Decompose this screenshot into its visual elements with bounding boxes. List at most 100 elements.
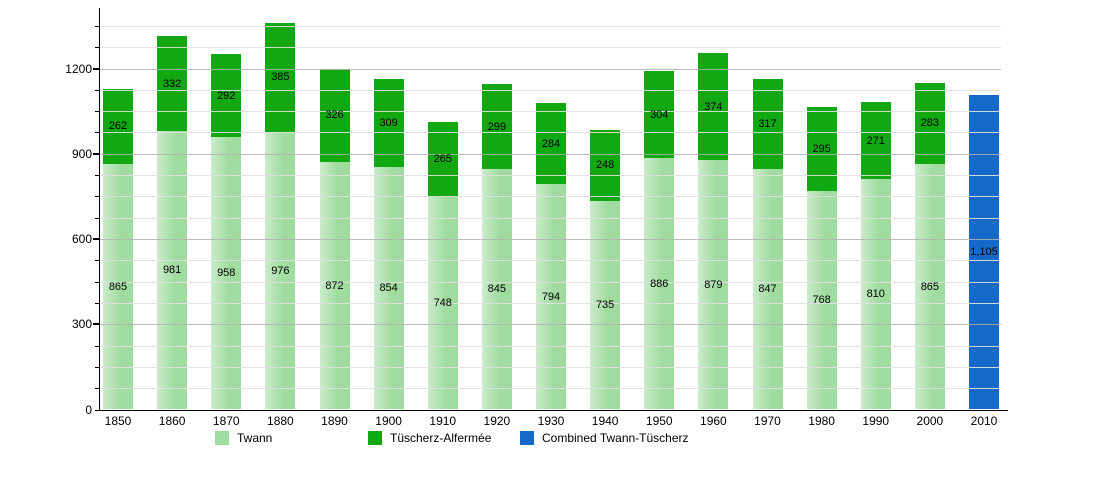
gridline-75 [100, 388, 1001, 390]
y-axis-label-900: 900 [71, 146, 92, 161]
y-tick-675 [94, 217, 99, 219]
gridline-300 [100, 324, 1001, 326]
bar-1880-t-scherz-alferm-e-value-label: 385 [271, 71, 290, 84]
bar-2000-t-scherz-alferm-e [914, 83, 945, 164]
bar-1850-twann-value-label: 865 [108, 280, 128, 293]
x-axis-label-1910: 1910 [429, 414, 457, 428]
bar-2000-t-scherz-alferm-e-value-label: 283 [920, 117, 940, 130]
bar-1960-t-scherz-alferm-e [698, 53, 729, 160]
bar-1960-twann-value-label: 879 [704, 278, 723, 291]
bar-1920-twann-value-label: 845 [487, 283, 507, 296]
bar-1930-t-scherz-alferm-e [536, 103, 566, 184]
bar-1940-t-scherz-alferm-e-value-label: 248 [595, 159, 615, 172]
bar-1980-t-scherz-alferm-e-value-label: 295 [812, 143, 831, 156]
x-axis-label-1980: 1980 [808, 414, 835, 428]
y-axis-label-300: 300 [71, 317, 92, 332]
x-axis-label-1890: 1890 [321, 414, 348, 428]
bar-1890-twann [319, 161, 350, 410]
y-axis-label-1200: 1200 [65, 61, 92, 76]
bar-1910-t-scherz-alferm-e [427, 121, 458, 197]
bar-1940-twann-value-label: 735 [595, 299, 615, 312]
bar-1910-twann-value-label: 748 [433, 297, 452, 310]
y-tick-225 [94, 345, 99, 347]
x-axis-label-1930: 1930 [537, 414, 565, 428]
bar-1870-t-scherz-alferm-e-value-label: 292 [217, 89, 236, 102]
bar-1890-t-scherz-alferm-e [319, 69, 350, 162]
bar-1920-t-scherz-alferm-e-value-label: 299 [487, 120, 507, 133]
gridline-1125 [100, 89, 1001, 91]
gridline-675 [100, 217, 1001, 219]
bar-1880-t-scherz-alferm-e [265, 22, 296, 133]
bar-1890-twann-value-label: 872 [325, 279, 344, 292]
y-tick-525 [94, 260, 99, 262]
bar-1900-t-scherz-alferm-e [373, 79, 404, 167]
bar-1880-twann [265, 132, 296, 410]
y-axis-line [98, 8, 100, 411]
x-axis-label-1950: 1950 [645, 414, 673, 428]
bar-2010-combined-twann-t-scherz-value-label: 1,105 [970, 246, 998, 259]
y-tick-1050 [94, 111, 99, 113]
legend-swatch-twann [215, 431, 229, 445]
x-axis-label-1870: 1870 [212, 414, 240, 428]
bar-1900-twann-value-label: 854 [379, 282, 398, 295]
gridline-450 [100, 281, 1001, 283]
bar-1870-twann-value-label: 958 [217, 267, 236, 280]
gridline-750 [100, 196, 1001, 198]
bar-1980-twann [806, 191, 837, 410]
gridline-525 [100, 260, 1001, 262]
bar-1930-t-scherz-alferm-e-value-label: 284 [541, 137, 561, 150]
legend-swatch-combined-twann-t-scherz [520, 431, 534, 445]
gridline-1200 [100, 68, 1001, 70]
bar-1880-twann-value-label: 976 [271, 264, 290, 277]
legend-label-twann: Twann [237, 431, 273, 445]
bar-1900-t-scherz-alferm-e-value-label: 309 [379, 116, 398, 129]
bar-1930-twann [536, 183, 566, 410]
bar-1990-t-scherz-alferm-e [860, 102, 891, 180]
gridline-225 [100, 345, 1001, 347]
y-tick-750 [94, 196, 99, 198]
bar-1950-t-scherz-alferm-e [644, 71, 675, 158]
gridline-900 [100, 153, 1001, 155]
bar-1970-twann-value-label: 847 [758, 283, 777, 296]
bar-2000-twann [914, 163, 945, 410]
bar-1860-t-scherz-alferm-e [157, 36, 188, 131]
x-axis-label-2000: 2000 [916, 414, 944, 428]
y-tick-825 [94, 175, 99, 177]
x-axis-label-1920: 1920 [483, 414, 511, 428]
y-tick-600 [92, 238, 99, 240]
y-tick-900 [92, 152, 99, 155]
x-axis-label-1940: 1940 [591, 414, 619, 428]
gridline-975 [100, 132, 1001, 134]
y-tick-1275 [94, 47, 99, 49]
y-tick-975 [94, 132, 99, 134]
gridline-825 [100, 175, 1001, 177]
bar-2010-combined-twann-t-scherz [969, 95, 999, 410]
bar-1940-t-scherz-alferm-e [590, 130, 621, 201]
bar-1980-twann-value-label: 768 [812, 294, 831, 307]
x-axis-label-1900: 1900 [375, 414, 402, 428]
bar-1890-t-scherz-alferm-e-value-label: 326 [325, 109, 344, 122]
x-axis-label-2010: 2010 [970, 414, 998, 428]
gridline-600 [100, 239, 1001, 240]
bar-1870-t-scherz-alferm-e [211, 54, 242, 138]
gridline-150 [100, 366, 1001, 368]
bar-1940-twann [590, 200, 621, 410]
bar-1960-t-scherz-alferm-e-value-label: 374 [704, 100, 723, 113]
bar-1870-twann [211, 137, 242, 410]
bar-1990-twann [860, 179, 891, 410]
legend-label-combined-twann-t-scherz: Combined Twann-Tüscherz [542, 431, 689, 445]
y-tick-1125 [94, 89, 99, 91]
gridline-1050 [100, 111, 1001, 113]
bar-1850-t-scherz-alferm-e-value-label: 262 [108, 120, 128, 133]
y-tick-1200 [92, 67, 99, 70]
bar-1930-twann-value-label: 794 [541, 290, 561, 303]
gridline-1350 [100, 25, 1001, 27]
bar-1920-t-scherz-alferm-e [481, 84, 512, 170]
bar-1980-t-scherz-alferm-e [806, 107, 837, 192]
y-tick-300 [92, 323, 99, 326]
y-axis-label-600: 600 [71, 232, 92, 246]
bar-1900-twann [373, 166, 404, 410]
x-axis-label-1960: 1960 [700, 414, 727, 428]
bar-1850-twann [103, 163, 133, 410]
bar-1950-twann-value-label: 886 [650, 277, 669, 290]
